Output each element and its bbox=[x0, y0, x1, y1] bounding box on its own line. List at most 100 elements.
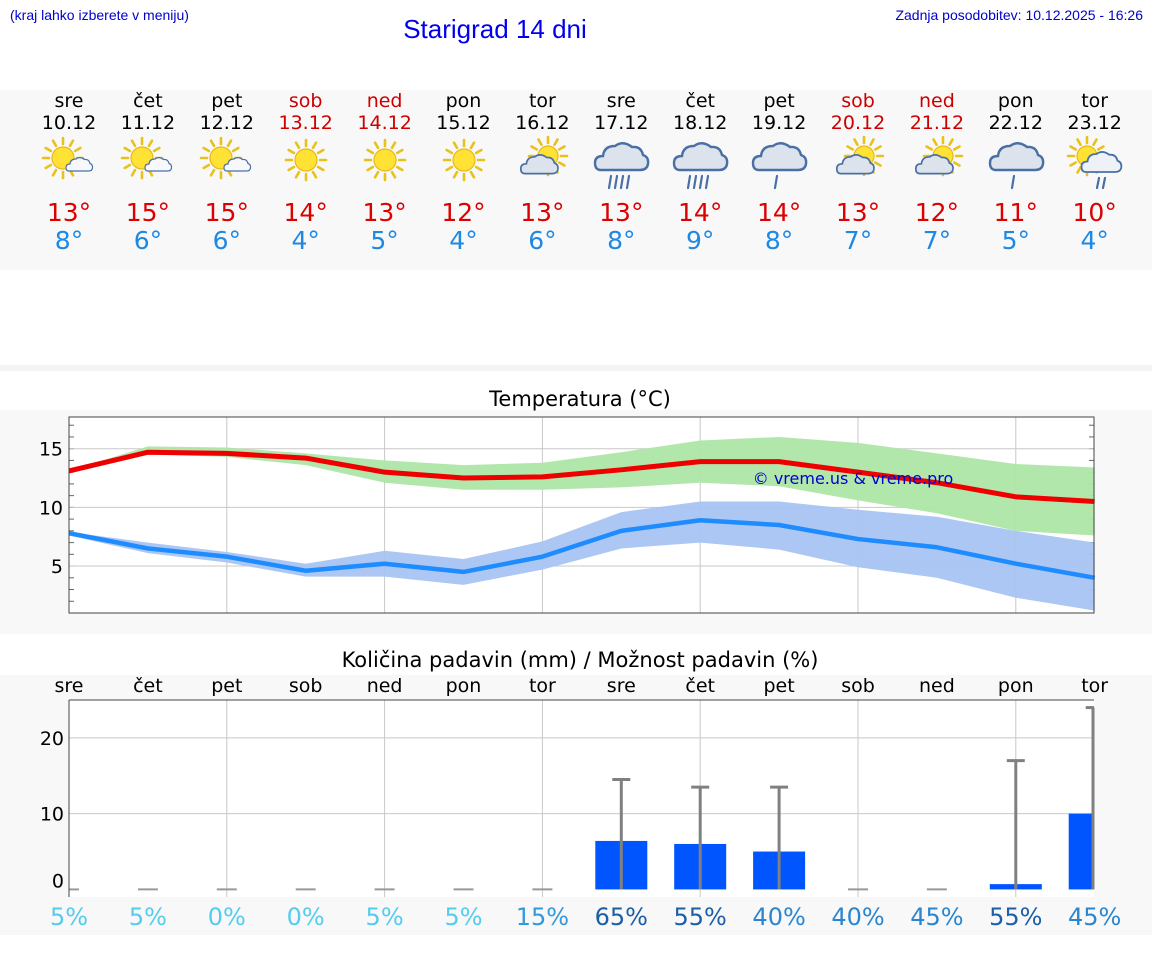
precip-day-label: sob bbox=[841, 675, 875, 697]
min-temperature-line bbox=[68, 518, 1096, 581]
high-temp: 13° bbox=[520, 198, 565, 227]
day-name: čet bbox=[133, 90, 163, 112]
low-temp: 4° bbox=[449, 226, 478, 255]
light-rain-icon bbox=[751, 142, 808, 190]
heavy-rain-icon bbox=[672, 142, 729, 190]
precip-probability: 55% bbox=[989, 903, 1043, 931]
low-temp: 6° bbox=[212, 226, 241, 255]
precip-probability: 5% bbox=[365, 903, 404, 931]
low-temp: 5° bbox=[1001, 226, 1030, 255]
precipitation-chart-title: Količina padavin (mm) / Možnost padavin … bbox=[341, 648, 819, 672]
y-tick-label: 10 bbox=[39, 497, 63, 519]
precip-probability: 15% bbox=[515, 903, 570, 931]
high-temp: 15° bbox=[125, 198, 171, 227]
low-temp: 7° bbox=[843, 226, 873, 255]
low-temp: 8° bbox=[764, 226, 794, 255]
sun-cloud-icon bbox=[41, 136, 94, 180]
precip-day-label: čet bbox=[133, 675, 163, 697]
high-temp: 13° bbox=[362, 198, 407, 227]
day-name: tor bbox=[528, 90, 556, 112]
high-temp: 15° bbox=[204, 198, 249, 227]
day-name: ned bbox=[918, 90, 955, 112]
y-tick-label: 20 bbox=[40, 728, 64, 750]
high-temp: 14° bbox=[756, 198, 802, 227]
high-temp: 13° bbox=[46, 198, 92, 227]
high-temp: 14° bbox=[283, 198, 328, 227]
precip-day-label: pon bbox=[445, 675, 482, 697]
day-date: 10.12 bbox=[41, 112, 97, 134]
precipitation-chart: 0 10 20 bbox=[40, 699, 1095, 897]
cloud-sun-icon bbox=[835, 136, 885, 177]
plot-border bbox=[68, 416, 1095, 614]
day-date: 13.12 bbox=[278, 112, 333, 134]
divider bbox=[0, 365, 1152, 371]
high-temp: 13° bbox=[599, 198, 644, 227]
high-temp: 11° bbox=[993, 198, 1038, 227]
temperature-chart-title: Temperatura (°C) bbox=[489, 387, 671, 411]
day-name: pet bbox=[211, 90, 243, 112]
sun-icon bbox=[363, 138, 406, 182]
low-temp: 5° bbox=[370, 226, 399, 255]
day-name: pon bbox=[997, 90, 1034, 112]
day-name: čet bbox=[685, 90, 715, 112]
last-updated: Zadnja posodobitev: 10.12.2025 - 16:26 bbox=[895, 7, 1143, 23]
day-name: ned bbox=[366, 90, 403, 112]
precip-probability: 55% bbox=[673, 903, 727, 931]
cloud-sun-icon bbox=[520, 136, 569, 177]
precip-day-label: pet bbox=[211, 675, 243, 697]
plot-area bbox=[69, 700, 1094, 897]
low-temp: 8° bbox=[607, 226, 636, 255]
sun-cloud-icon bbox=[120, 136, 173, 180]
sun-cloud-rain-icon bbox=[1066, 136, 1122, 190]
precip-probability: 5% bbox=[49, 903, 89, 931]
low-temp: 4° bbox=[1080, 226, 1109, 255]
precip-day-label: tor bbox=[1081, 675, 1109, 697]
precip-probability: 5% bbox=[128, 903, 167, 931]
precip-probability: 45% bbox=[910, 903, 964, 931]
sun-cloud-icon bbox=[199, 136, 251, 180]
day-name: sob bbox=[841, 90, 875, 112]
precip-probability: 40% bbox=[752, 903, 806, 931]
precip-day-label: sre bbox=[54, 675, 84, 697]
precipitation-bar bbox=[1068, 813, 1094, 890]
precip-day-label: ned bbox=[918, 675, 955, 697]
precip-day-label: pon bbox=[997, 675, 1034, 697]
precip-day-label: pet bbox=[763, 675, 795, 697]
high-temp: 12° bbox=[441, 198, 486, 227]
forecast-panel bbox=[0, 90, 1152, 270]
low-temp: 9° bbox=[685, 226, 715, 255]
precip-day-label: čet bbox=[685, 675, 715, 697]
precip-day-label: tor bbox=[528, 675, 556, 697]
y-tick-label: 5 bbox=[51, 556, 63, 578]
heavy-rain-icon bbox=[594, 142, 650, 190]
day-date: 18.12 bbox=[672, 112, 728, 134]
low-temp: 6° bbox=[133, 226, 163, 255]
day-date: 21.12 bbox=[909, 112, 965, 134]
day-date: 23.12 bbox=[1067, 112, 1122, 134]
precip-probability: 5% bbox=[444, 903, 483, 931]
day-date: 15.12 bbox=[436, 112, 491, 134]
day-date: 12.12 bbox=[199, 112, 254, 134]
high-temp: 12° bbox=[914, 198, 960, 227]
precip-day-label: sob bbox=[288, 675, 323, 697]
low-temp: 4° bbox=[291, 226, 320, 255]
day-date: 14.12 bbox=[357, 112, 412, 134]
plot-area bbox=[69, 417, 1094, 613]
low-temp: 7° bbox=[922, 226, 952, 255]
day-name: sre bbox=[606, 90, 636, 112]
max-temperature-line bbox=[68, 449, 1095, 504]
day-name: pon bbox=[445, 90, 482, 112]
day-date: 17.12 bbox=[594, 112, 649, 134]
day-date: 19.12 bbox=[751, 112, 807, 134]
watermark: © vreme.us & vreme.pro bbox=[753, 469, 954, 488]
precip-probability: 65% bbox=[594, 903, 648, 931]
day-name: sob bbox=[288, 90, 323, 112]
high-temp: 13° bbox=[835, 198, 881, 227]
high-temp: 14° bbox=[678, 198, 723, 227]
day-date: 16.12 bbox=[515, 112, 570, 134]
location-hint: (kraj lahko izberete v meniju) bbox=[10, 7, 189, 23]
light-rain-icon bbox=[988, 142, 1045, 190]
page-title: Starigrad 14 dni bbox=[403, 14, 587, 44]
temperature-chart: 5 10 15 © vreme.us & vreme.pro bbox=[39, 416, 1096, 614]
day-name: sre bbox=[54, 90, 84, 112]
